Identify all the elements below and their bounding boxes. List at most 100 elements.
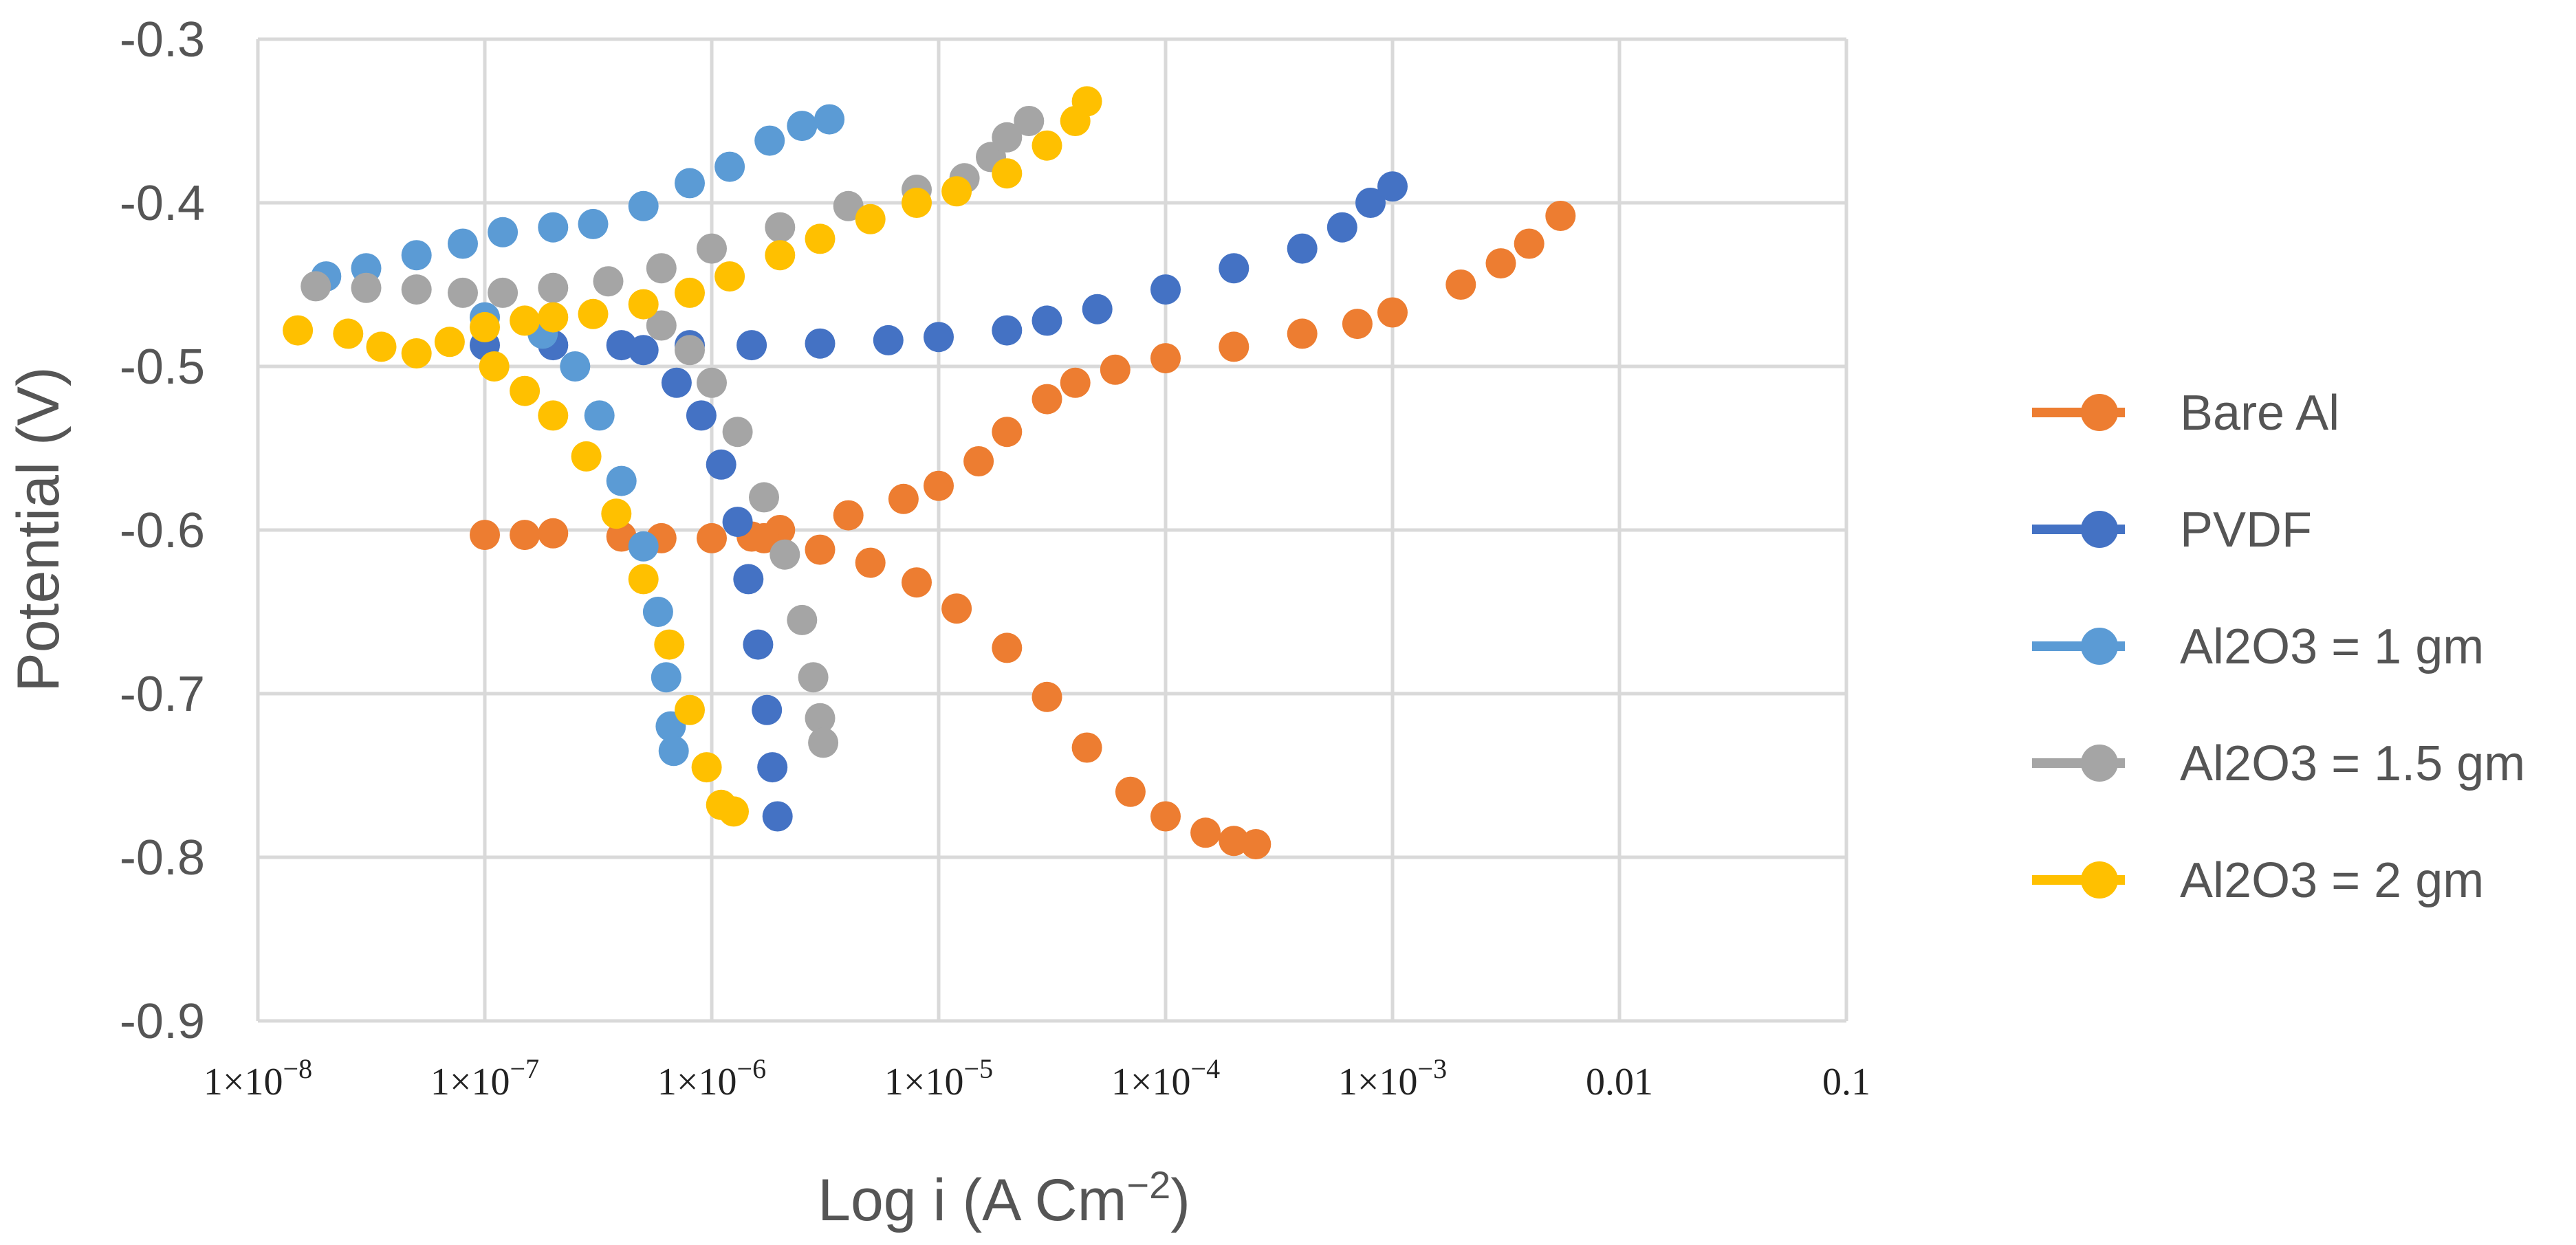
data-point [754,125,785,156]
data-point [675,277,705,308]
data-point [697,367,727,398]
data-point [538,302,569,333]
y-tick-label: -0.7 [120,667,205,722]
legend: Bare Al PVDF Al2O3 = 1 gm Al2O3 = 1.5 gm Al2… [2032,386,2525,908]
data-point [902,188,932,218]
data-point [401,338,432,368]
data-point [855,547,886,578]
x-tick-label: 1×10−7 [430,1053,539,1103]
data-point [1377,297,1408,328]
data-point [1100,354,1131,385]
data-point [805,703,836,734]
data-point [1287,318,1318,349]
data-point [697,522,727,553]
x-axis-title-text: Log i (A Cm [818,1167,1126,1233]
data-point [752,694,783,725]
data-point [686,400,717,431]
data-point [722,507,753,538]
data-point [833,500,864,531]
data-point [833,190,864,221]
data-point [578,208,609,239]
data-point [805,328,836,359]
data-point [697,233,727,264]
series-al2o3-2-gm [283,86,1102,827]
y-tick-label: -0.3 [120,12,205,67]
data-point [888,483,919,514]
data-point [1219,253,1249,284]
data-point [606,465,637,496]
data-point [749,522,779,553]
data-point [992,632,1023,663]
data-point [733,564,764,595]
legend-label: Bare Al [2180,386,2339,441]
data-point [808,727,839,758]
x-axis-title-sup: −2 [1126,1163,1170,1207]
data-point [401,240,432,271]
data-point [1014,106,1045,136]
data-point [366,331,397,362]
data-point [805,223,836,254]
data-point [448,277,478,308]
legend-label: Al2O3 = 1.5 gm [2180,736,2525,791]
data-point [1327,212,1357,243]
y-tick-label: -0.4 [120,176,205,231]
data-point [1071,732,1102,763]
data-point [924,322,954,353]
data-point [401,274,432,305]
data-point [538,212,569,243]
data-point [1150,343,1181,374]
data-point [798,662,829,693]
data-point [769,539,800,570]
data-point [470,520,500,551]
data-point [1445,269,1476,300]
data-point [1514,228,1544,259]
legend-swatch-marker [2081,394,2118,431]
x-tick-label: 1×10−6 [657,1053,766,1103]
x-tick-label: 1×10−3 [1338,1053,1447,1103]
data-point [646,310,677,341]
data-point [538,400,569,431]
data-point [714,261,745,292]
legend-entry: Al2O3 = 2 gm [2032,853,2484,908]
series-al2o3-1-5-gm [301,106,1045,758]
legend-entry: Al2O3 = 1.5 gm [2032,736,2525,791]
data-point [479,351,510,382]
data-point [654,629,685,660]
x-tick-label: 0.01 [1586,1061,1653,1103]
data-point [538,272,569,303]
data-point [992,315,1023,346]
data-point [628,289,659,320]
data-point [722,417,753,448]
data-point [1219,331,1249,362]
data-point [675,168,705,199]
data-point [601,498,632,529]
data-point [628,531,659,562]
y-axis-title: Potential (V) [6,366,72,692]
data-point [814,104,845,135]
data-point [560,351,591,382]
data-point [510,520,541,551]
legend-label: Al2O3 = 2 gm [2180,853,2484,908]
data-point [963,446,994,476]
x-tick-label: 1×10−5 [884,1053,993,1103]
series-al2o3-1-gm [311,104,845,767]
legend-entry: Al2O3 = 1 gm [2032,619,2484,674]
data-point [765,212,796,243]
legend-entry: Bare Al [2032,386,2339,441]
legend-entry: PVDF [2032,503,2312,558]
data-point [1190,817,1221,848]
data-point [1060,367,1091,398]
data-point [510,375,541,406]
data-point [448,228,478,259]
legend-label: PVDF [2180,503,2312,558]
data-point [651,662,681,693]
data-point [661,367,692,398]
data-point [1071,86,1102,117]
data-point [941,593,972,624]
data-point [805,534,836,565]
data-point [628,564,659,595]
x-tick-labels: 1×10−8 1×10−7 1×10−6 1×10−5 1×10−4 1×10−3 0.01… [204,1053,1870,1103]
data-point [706,449,736,480]
data-point [351,272,382,303]
